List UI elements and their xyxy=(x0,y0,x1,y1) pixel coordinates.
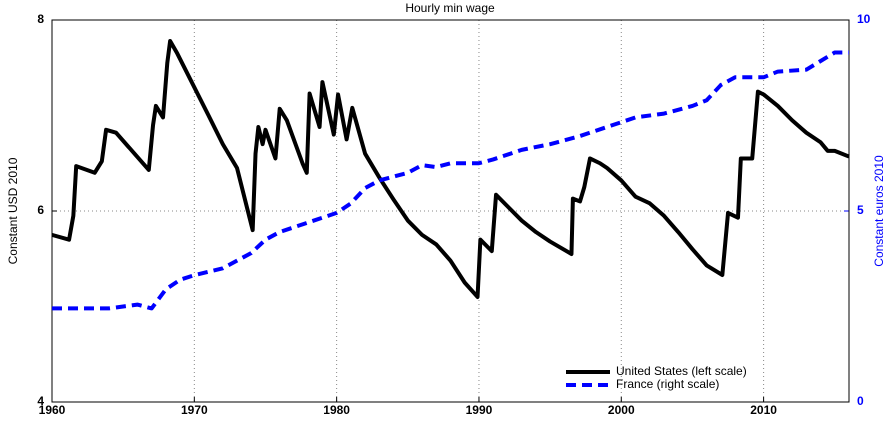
y2-tick-label: 0 xyxy=(857,394,864,408)
x-tick-label: 2000 xyxy=(608,403,635,417)
y2-tick-label: 10 xyxy=(857,12,871,26)
y-tick-label: 4 xyxy=(37,394,44,408)
series-line xyxy=(51,39,850,299)
x-tick-label: 1990 xyxy=(466,403,493,417)
y2-axis-label: Constant euros 2010 xyxy=(872,155,886,267)
x-tick-label: 1970 xyxy=(181,403,208,417)
y-tick-label: 6 xyxy=(37,203,44,217)
chart-title: Hourly min wage xyxy=(405,1,495,15)
plot-frame xyxy=(51,19,850,403)
x-tick-label: 1980 xyxy=(323,403,350,417)
y-axis-label: Constant USD 2010 xyxy=(6,157,20,264)
x-tick-label: 2010 xyxy=(750,403,777,417)
legend-label: United States (left scale) xyxy=(616,364,747,378)
series-line xyxy=(52,50,849,311)
y-tick-label: 8 xyxy=(37,12,44,26)
x-tick-label: 1960 xyxy=(39,403,66,417)
legend-label: France (right scale) xyxy=(616,377,719,391)
plot-area xyxy=(52,20,849,402)
y2-tick-label: 5 xyxy=(857,203,864,217)
